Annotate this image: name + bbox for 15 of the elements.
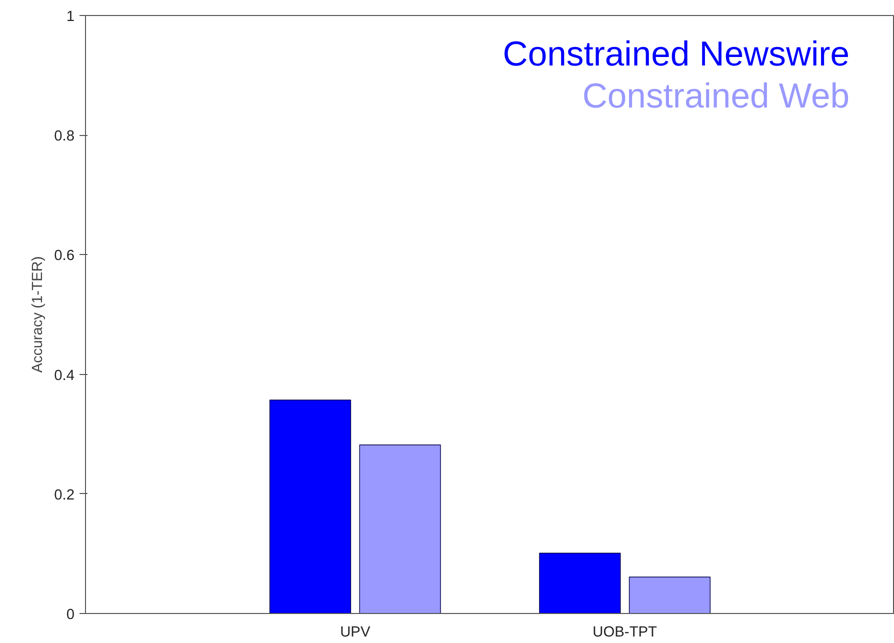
bar xyxy=(539,552,621,614)
bar xyxy=(269,400,352,614)
y-axis-title: Accuracy (1-TER) xyxy=(30,256,46,373)
y-tick-label: 0.2 xyxy=(54,487,74,504)
bar xyxy=(359,444,441,614)
y-tick-label: 0 xyxy=(66,607,75,623)
y-tick-label: 0.6 xyxy=(54,248,74,264)
x-tick-label: UPV xyxy=(340,624,370,640)
text: Constrained Web xyxy=(582,78,850,116)
y-tick-label: 0.8 xyxy=(54,128,74,145)
y-tick-label: 1 xyxy=(66,9,75,25)
y-tick-label: 0.4 xyxy=(54,368,74,384)
bar xyxy=(628,576,711,614)
text: Constrained Newswire xyxy=(502,36,850,74)
x-tick-label: UOB-TPT xyxy=(592,624,658,640)
